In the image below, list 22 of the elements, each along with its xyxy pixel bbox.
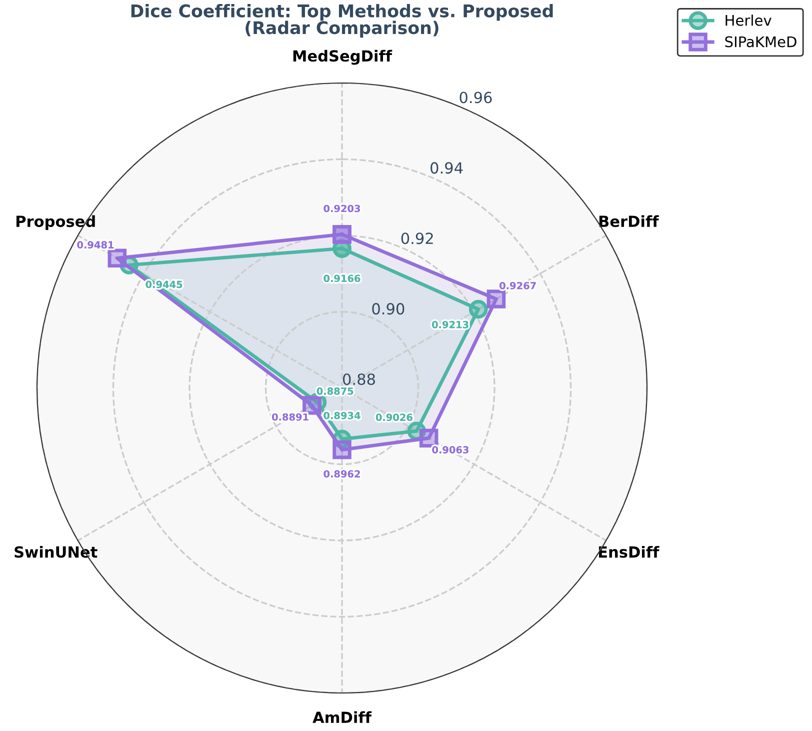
y-tick-label: 0.88	[343, 373, 375, 386]
spoke-label: EnsDiff	[598, 546, 660, 558]
y-tick-label: 0.90	[372, 303, 404, 315]
y-tick-label: 0.94	[430, 162, 463, 174]
legend-label: Herlev	[726, 14, 772, 26]
y-tick-label: 0.92	[401, 232, 433, 244]
data-label: 0.9026	[376, 414, 412, 421]
data-label: 0.9166	[324, 274, 360, 282]
data-label: 0.9267	[500, 282, 536, 290]
spoke-label: BerDiff	[599, 215, 659, 228]
data-label: 0.9203	[324, 204, 360, 212]
legend-label: SIPaKMeD	[725, 36, 796, 48]
y-tick-label: 0.96	[460, 92, 492, 104]
data-label: 0.9213	[432, 320, 468, 328]
data-label: 0.8875	[316, 387, 354, 395]
data-label: 0.9063	[432, 446, 468, 454]
spoke-label: MedSegDiff	[293, 50, 392, 65]
chart-title: Dice Coefficient: Top Methods vs. Proposed (Radar Comparison)	[131, 4, 553, 38]
data-label: 0.8891	[272, 413, 308, 421]
data-label: 0.9481	[77, 241, 114, 249]
spoke-label: AmDiff	[312, 711, 372, 723]
data-label: 0.8962	[324, 470, 360, 478]
